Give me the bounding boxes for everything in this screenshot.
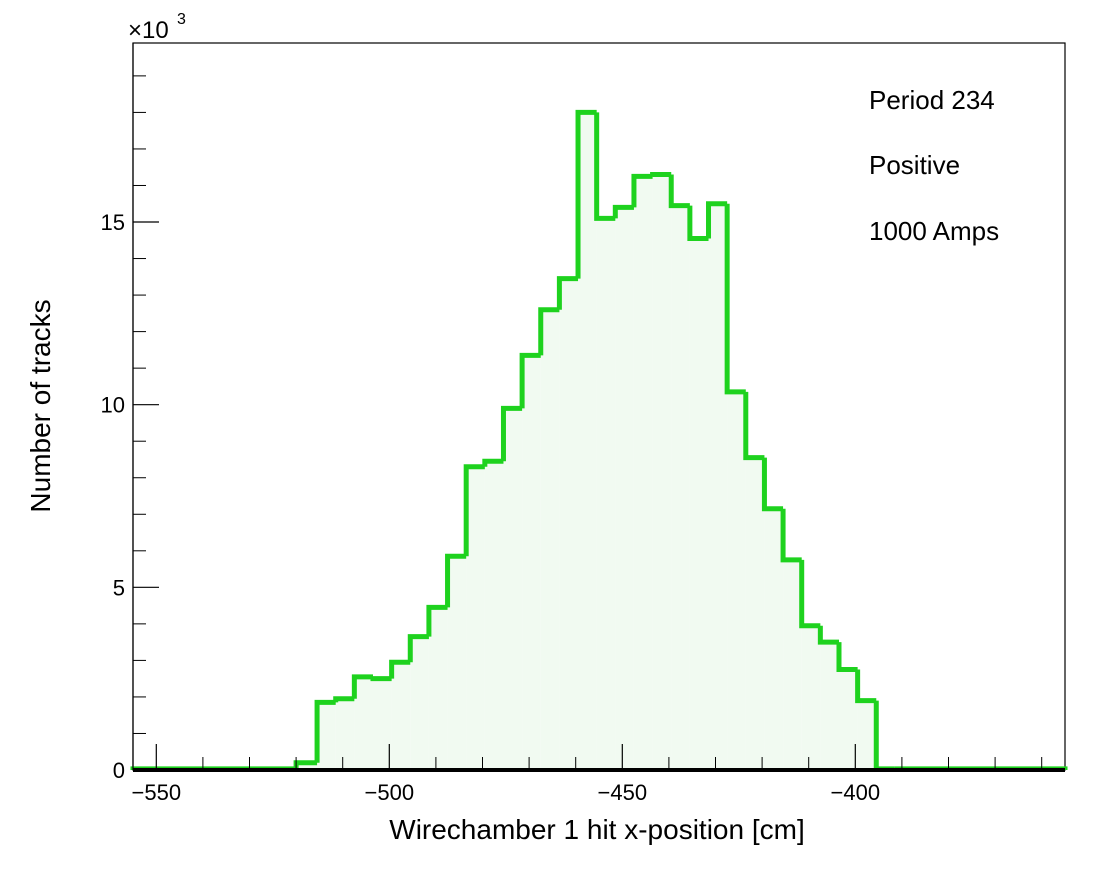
- histogram-bin-fill: [596, 218, 616, 770]
- histogram-bin: [687, 205, 709, 241]
- x-tick-label: −400: [831, 780, 881, 805]
- histogram-bin-fill: [410, 636, 429, 770]
- y-tick-label: 15: [101, 210, 125, 235]
- x-tick-label: −550: [132, 780, 182, 805]
- histogram-bin-fill: [372, 678, 392, 770]
- histogram-bin: [780, 508, 802, 563]
- histogram-bin: [538, 307, 560, 356]
- histogram-bin-fill: [801, 625, 821, 770]
- histogram-bin-fill: [838, 669, 858, 770]
- histogram-bin: [817, 625, 839, 645]
- annotation-current: 1000 Amps: [869, 216, 999, 246]
- histogram-bin-fill: [745, 457, 765, 770]
- histogram-bin-fill: [615, 207, 634, 771]
- histogram-bin: [650, 172, 672, 178]
- histogram-bin-fill: [503, 408, 523, 770]
- histogram-bin: [519, 352, 541, 409]
- histogram-bin-fill: [522, 355, 541, 770]
- histogram-bin-fill: [820, 642, 839, 770]
- histogram-bin-fill: [317, 702, 336, 770]
- x-axis-title: Wirechamber 1 hit x-position [cm]: [389, 814, 804, 845]
- histogram-bin: [724, 203, 746, 395]
- histogram-bin: [575, 109, 597, 279]
- histogram-bin-fill: [391, 662, 411, 770]
- histogram-bin: [407, 634, 429, 663]
- histogram-bin: [855, 669, 877, 704]
- histogram-bin-fill: [764, 508, 784, 770]
- y-tick-label: 0: [113, 758, 125, 783]
- histogram-bin-fill: [857, 700, 877, 770]
- histogram-bin: [706, 201, 728, 239]
- histogram-bin: [389, 659, 411, 679]
- x-tick-label: −500: [365, 780, 415, 805]
- annotation-period: Period 234: [869, 85, 995, 115]
- histogram-bin-fill: [466, 466, 485, 770]
- histogram-bin: [500, 405, 523, 462]
- histogram-bin-fill: [354, 676, 373, 770]
- histogram-bin: [445, 553, 467, 608]
- histogram-bin-fill: [689, 238, 709, 770]
- histogram-bin: [333, 696, 355, 703]
- x-tick-label: −450: [598, 780, 648, 805]
- histogram-bin: [668, 174, 690, 209]
- histogram-bin-fill: [559, 278, 579, 770]
- histogram-bin: [482, 458, 504, 467]
- histogram-bin-fill: [296, 762, 318, 770]
- histogram-bin-fill: [540, 309, 560, 770]
- histogram-bin-fill: [578, 112, 597, 771]
- axes: [132, 43, 1065, 772]
- histogram-bin: [463, 464, 485, 557]
- histogram-bin: [594, 112, 616, 221]
- y-tick-label: 5: [113, 575, 125, 600]
- y-multiplier-prefix: ×10: [128, 17, 169, 44]
- histogram-bin: [836, 642, 858, 673]
- histogram-bin-fill: [783, 559, 802, 770]
- histogram-bin-fill: [708, 203, 728, 770]
- histogram-bin: [612, 204, 634, 219]
- histogram-bin: [351, 674, 373, 699]
- tick-labels: −550 −500 −450 −400 0 5 10 15: [101, 210, 881, 805]
- histogram-bin: [370, 676, 392, 682]
- y-multiplier-exponent: 3: [177, 11, 186, 28]
- annotation-polarity: Positive: [869, 150, 960, 180]
- y-axis-title: Number of tracks: [25, 299, 56, 512]
- histogram-bin-fill: [727, 391, 746, 770]
- histogram-bin: [631, 173, 653, 208]
- histogram-bin: [556, 276, 579, 310]
- histogram-bin-fill: [447, 556, 467, 770]
- histogram-bin-fill: [671, 205, 690, 770]
- y-tick-label: 10: [101, 393, 125, 418]
- histogram-fill: [133, 112, 1065, 771]
- histogram-bin-fill: [633, 176, 653, 770]
- histogram-bin-fill: [428, 607, 448, 770]
- histogram-bin-fill: [652, 174, 672, 771]
- histogram-bin: [743, 391, 765, 461]
- histogram-bin-fill: [484, 461, 504, 770]
- histogram-bin: [314, 699, 336, 763]
- histogram-bin: [426, 604, 448, 637]
- histogram-bin-fill: [335, 698, 355, 770]
- histogram-bin: [761, 457, 784, 512]
- histogram-bin: [799, 559, 821, 629]
